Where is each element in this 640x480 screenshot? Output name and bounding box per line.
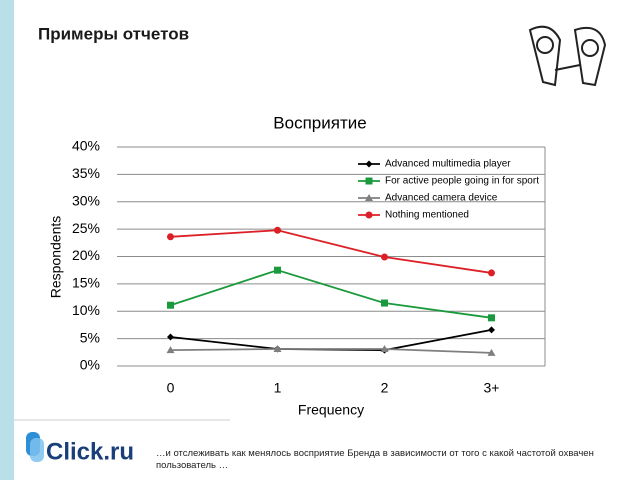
marker: [365, 160, 373, 168]
marker: [365, 194, 373, 201]
marker: [365, 211, 373, 219]
x-axis-label: Frequency: [298, 402, 364, 418]
y-tick-label: 20%: [72, 247, 100, 263]
y-tick-label: 25%: [72, 220, 100, 236]
marker: [273, 345, 282, 353]
marker: [274, 266, 281, 274]
marker: [365, 177, 373, 185]
marker: [167, 233, 174, 241]
series-line: [170, 348, 492, 354]
marker: [166, 346, 175, 354]
marker: [381, 253, 388, 261]
marker: [487, 348, 496, 356]
chart-title: Восприятие: [273, 113, 366, 132]
marker: [167, 333, 174, 341]
x-tick-label: 2: [381, 380, 389, 396]
series-line: [170, 269, 492, 319]
legend-label: For active people going in for sport: [385, 176, 539, 187]
marker: [488, 269, 495, 277]
marker: [381, 299, 388, 307]
y-tick-label: 10%: [72, 302, 100, 318]
legend-label: Nothing mentioned: [385, 210, 469, 221]
marker: [274, 226, 281, 234]
marker: [380, 345, 389, 353]
y-tick-label: 0%: [80, 357, 100, 373]
logo-icon: [26, 432, 44, 462]
marker: [167, 301, 174, 309]
side-stripe: [0, 0, 14, 480]
marker: [488, 326, 495, 334]
marker: [488, 314, 495, 322]
x-tick-label: 1: [274, 380, 282, 396]
y-axis-label: Respondents: [48, 216, 64, 299]
y-tick-label: 40%: [72, 138, 100, 154]
series-line: [170, 229, 492, 274]
logo-text: Click.ru: [46, 438, 134, 465]
y-tick-label: 30%: [72, 192, 100, 208]
series-line: [170, 328, 492, 352]
y-tick-label: 35%: [72, 165, 100, 181]
slide-title: Примеры отчетов: [38, 24, 189, 43]
legend-label: Advanced camera device: [385, 193, 498, 204]
caption: …и отслеживать как менялось восприятие Б…: [156, 448, 594, 471]
x-tick-label: 3+: [484, 380, 500, 396]
y-tick-label: 5%: [80, 329, 100, 345]
x-tick-label: 0: [167, 380, 175, 396]
brand-drawing: [528, 25, 607, 87]
y-tick-label: 15%: [72, 275, 100, 291]
legend-label: Advanced multimedia player: [385, 159, 511, 170]
